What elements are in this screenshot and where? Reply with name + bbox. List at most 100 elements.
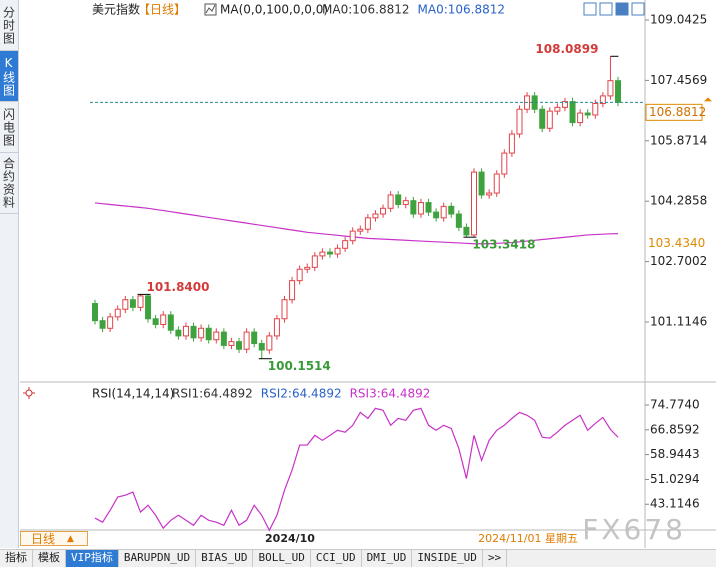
zoom-in-button[interactable] <box>583 2 597 16</box>
candle-body <box>220 331 227 346</box>
toolbar-tab[interactable]: 指标 <box>0 550 33 567</box>
extreme-label: 103.3418 <box>472 238 535 252</box>
candle-body <box>213 331 220 341</box>
extreme-label: 101.8400 <box>146 280 209 294</box>
indicator-icon-line <box>205 4 216 14</box>
candle-body <box>228 341 235 346</box>
candle-body <box>205 327 212 341</box>
candle-body <box>281 299 288 320</box>
legend-entry: RSI1:64.4892 <box>172 387 253 401</box>
candle-body <box>311 255 318 268</box>
candle-body <box>425 202 432 213</box>
candle-body <box>607 80 614 97</box>
period-label: 【日线】 <box>138 3 186 17</box>
toolbar-icons <box>583 2 645 16</box>
candle-body <box>584 112 591 116</box>
toolbar-tab[interactable]: INSIDE_UD <box>412 550 483 567</box>
y-tick-label: 43.1146 <box>650 497 700 511</box>
y-tick-label: 109.0425 <box>650 13 707 27</box>
candle-body <box>160 314 167 325</box>
last-price-label: 106.8812 <box>649 105 706 119</box>
candle-body <box>569 101 576 124</box>
candle-body <box>402 200 409 205</box>
fit-button[interactable] <box>631 2 645 16</box>
candle-body <box>198 327 205 339</box>
last-price-box <box>645 103 703 121</box>
candle-body <box>145 295 152 320</box>
candle-body <box>137 295 144 308</box>
candle-body <box>463 226 470 236</box>
candle-body <box>395 194 402 205</box>
candle-body <box>561 101 568 108</box>
candle-body <box>380 207 387 215</box>
legend-entry: RSI3:64.4892 <box>350 387 431 401</box>
toolbar-tab[interactable]: BARUPDN_UD <box>119 550 197 567</box>
extreme-label: 108.0899 <box>535 42 598 56</box>
candle-body <box>539 108 546 129</box>
ma-line <box>94 202 619 245</box>
ma-value-label: 103.4340 <box>648 236 705 250</box>
y-tick-label: 74.7740 <box>650 397 700 411</box>
candle-body <box>410 200 417 215</box>
y-tick-label: 101.1146 <box>650 315 707 329</box>
candle-body <box>304 266 311 270</box>
candle-body <box>615 80 622 103</box>
candle-body <box>433 211 440 219</box>
watermark: FX678 <box>582 513 686 546</box>
toolbar-tab[interactable]: >> <box>483 550 508 567</box>
indicator-icon[interactable] <box>204 3 217 16</box>
toolbar-tab[interactable]: CCI_UD <box>311 550 362 567</box>
move-button[interactable] <box>615 2 629 16</box>
toolbar-tab[interactable]: 模板 <box>33 550 66 567</box>
candle-body <box>364 217 371 230</box>
toolbar-tab[interactable]: VIP指标 <box>66 550 119 567</box>
candle-body <box>516 108 523 135</box>
candle-body <box>554 106 561 112</box>
chart-title: 美元指数 <box>92 2 140 17</box>
candle-body <box>122 299 129 310</box>
candle-body <box>387 194 394 209</box>
candle-body <box>236 341 243 350</box>
tab[interactable]: K线图 <box>0 51 18 102</box>
toolbar-tab[interactable]: BOLL_UD <box>253 550 311 567</box>
tab[interactable]: 闪电图 <box>0 102 18 153</box>
tab[interactable]: 分时图 <box>0 0 18 51</box>
sidebar: 分时图 K线图 闪电图 合约资料 <box>0 0 19 548</box>
y-tick-label: 66.8592 <box>650 422 700 436</box>
candle-body <box>114 308 121 318</box>
candle-body <box>258 343 265 351</box>
legend-entry: RSI2:64.4892 <box>261 387 342 401</box>
candle-body <box>296 268 303 282</box>
toolbar-tab[interactable]: DMI_UD <box>362 550 413 567</box>
chart: 美元指数 【日线】 MA(0,0,100,0,0,0) RSI(14,14,14… <box>20 0 716 548</box>
y-tick-label: 104.2858 <box>650 194 707 208</box>
candle-body <box>577 112 584 124</box>
rsi-title: RSI(14,14,14) <box>92 387 174 401</box>
candle-body <box>99 320 106 329</box>
candle-body <box>243 331 250 350</box>
candle-body <box>440 205 447 219</box>
candle-body <box>501 152 508 175</box>
candle-body <box>478 171 485 196</box>
candle-body <box>546 110 553 129</box>
candle-body <box>471 171 477 236</box>
period-arrow: ▲ <box>67 533 74 544</box>
rsi-settings-icon[interactable] <box>23 387 35 399</box>
candle-body <box>448 205 455 215</box>
candle-body <box>357 228 364 232</box>
zoom-out-button[interactable] <box>599 2 613 16</box>
tab[interactable]: 合约资料 <box>0 153 18 214</box>
y-tick-label: 102.7002 <box>650 254 707 268</box>
candle-body <box>417 202 424 215</box>
toolbar-tab[interactable]: BIAS_UD <box>196 550 254 567</box>
last-price-arrow <box>704 97 712 102</box>
candle-body <box>334 247 341 255</box>
icon-part <box>23 387 35 399</box>
candle-body <box>266 335 273 351</box>
candle-body <box>342 240 349 249</box>
period-button[interactable]: 日线 ▲ <box>20 531 88 546</box>
candle-body <box>508 133 515 154</box>
candle-body <box>319 251 326 257</box>
legend-entry: MA0:106.8812 <box>322 3 410 17</box>
